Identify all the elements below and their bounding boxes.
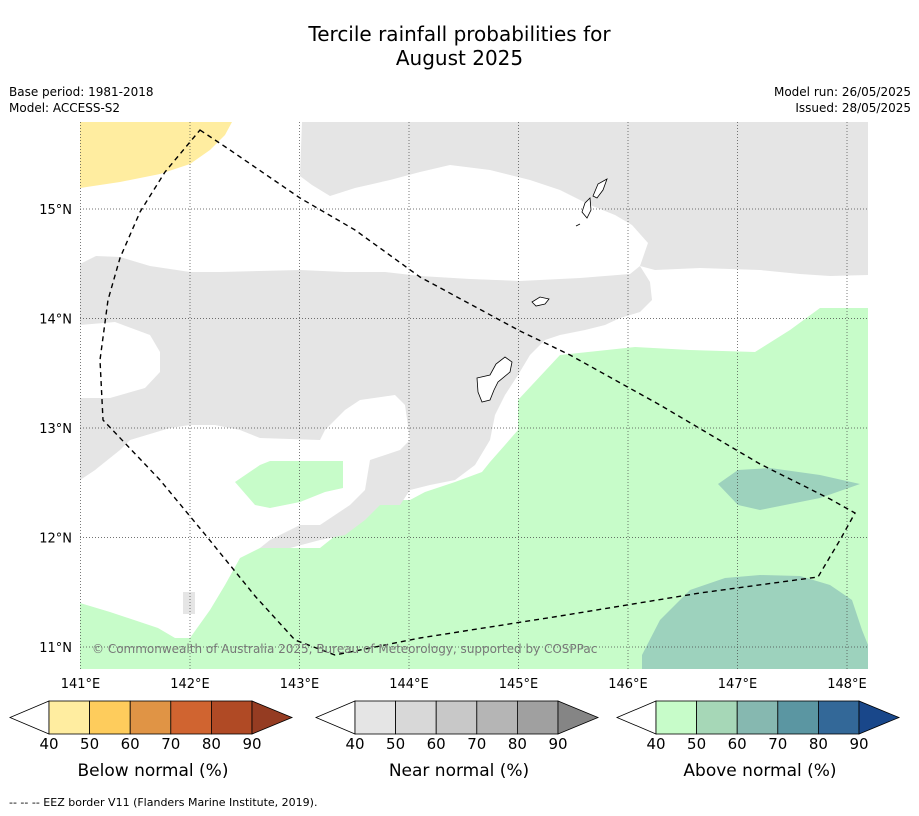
colorbar-segment	[210, 700, 253, 735]
longitude-label: 143°E	[280, 677, 320, 692]
longitude-label: 145°E	[499, 677, 539, 692]
longitude-label: 148°E	[827, 677, 867, 692]
above-normal-60-region-east	[718, 468, 860, 510]
colorbar-tick-label: 40	[345, 735, 365, 753]
map-area: © Commonwealth of Australia 2025, Bureau…	[80, 122, 868, 669]
latitude-labels: 15°N 14°N 13°N 12°N 11°N	[39, 203, 72, 656]
below-normal-region	[80, 122, 232, 188]
colorbar-segment	[89, 700, 131, 735]
longitude-label: 142°E	[170, 677, 210, 692]
near-normal-label: Near normal (%)	[388, 761, 530, 781]
island-rota	[531, 296, 550, 307]
colorbar-extend-high	[557, 700, 600, 735]
colorbar-tick-label: 50	[80, 735, 100, 753]
colorbar-tick-label: 40	[39, 735, 59, 753]
colorbar-tick-label: 40	[646, 735, 666, 753]
meta-right: Model run: 26/05/2025 Issued: 28/05/2025	[774, 84, 911, 116]
latitude-label: 12°N	[39, 532, 72, 547]
colorbar-extend-low	[314, 700, 356, 735]
colorbar-tick-label: 90	[548, 735, 568, 753]
near-normal-west-hole	[80, 322, 160, 398]
latitude-label: 15°N	[39, 203, 72, 218]
near-normal-colorbar	[314, 700, 600, 735]
longitude-label: 144°E	[389, 677, 429, 692]
colorbar-tick-label: 60	[120, 735, 140, 753]
model-name: Model: ACCESS-S2	[9, 101, 121, 115]
colorbar-segment	[516, 700, 559, 735]
colorbar-extend-low	[8, 700, 50, 735]
colorbar-tick-label: 60	[426, 735, 446, 753]
title-line-1: Tercile rainfall probabilities for	[308, 22, 611, 46]
near-normal-west-edge	[80, 398, 140, 480]
colorbar-tick-label: 60	[727, 735, 747, 753]
longitude-labels: 141°E 142°E 143°E 144°E 145°E 146°E 147°E 148°E	[61, 677, 867, 692]
meta-left: Base period: 1981-2018 Model: ACCESS-S2	[9, 84, 154, 116]
colorbar-tick-label: 70	[161, 735, 181, 753]
longitude-label: 141°E	[61, 677, 101, 692]
above-normal-60-region-south	[642, 575, 868, 669]
above-normal-50-region	[80, 308, 868, 669]
map-figure: © Commonwealth of Australia 2025, Bureau…	[39, 122, 868, 692]
eez-border	[99, 129, 856, 656]
above-normal-colorbar	[615, 700, 901, 735]
base-period: Base period: 1981-2018	[9, 85, 154, 99]
near-normal-north-region	[300, 122, 868, 276]
latitude-label: 14°N	[39, 313, 72, 328]
colorbar-segment	[777, 700, 819, 735]
latitude-label: 13°N	[39, 422, 72, 437]
colorbar-extend-high	[251, 700, 294, 735]
colorbar-segment	[354, 700, 396, 735]
colorbar-segment	[736, 700, 779, 735]
eez-legend-note: -- -- -- EEZ border V11 (Flanders Marine…	[9, 796, 318, 809]
colorbar-segment	[395, 700, 437, 735]
model-run-date: Model run: 26/05/2025	[773, 85, 911, 99]
colorbar-tick-label: 80	[507, 735, 527, 753]
colorbar-segment	[476, 700, 518, 735]
island-tinian	[581, 197, 592, 219]
colorbar-segment	[696, 700, 738, 735]
below-normal-label: Below normal (%)	[77, 761, 229, 781]
above-normal-50-patch	[235, 461, 343, 508]
colorbar-segment	[170, 700, 212, 735]
islands	[476, 178, 608, 403]
colorbar-tick-label: 50	[386, 735, 406, 753]
colorbar-tick-label: 50	[687, 735, 707, 753]
colorbar-tick-label: 80	[201, 735, 221, 753]
near-normal-small-patch	[183, 592, 195, 614]
chart-title: Tercile rainfall probabilities for Augus…	[0, 22, 919, 70]
colorbar-extend-high	[858, 700, 901, 735]
colorbar-tick-label: 90	[849, 735, 869, 753]
colorbar-segment	[817, 700, 860, 735]
colorbar-extend-low	[615, 700, 657, 735]
island-aguijan	[575, 223, 581, 227]
island-guam	[476, 356, 513, 403]
graticule	[80, 122, 868, 669]
colorbar-tick-label: 90	[242, 735, 262, 753]
colorbar-tick-label: 80	[808, 735, 828, 753]
above-normal-label: Above normal (%)	[683, 761, 837, 781]
colorbar-tick-label: 70	[768, 735, 788, 753]
colorbar-segment	[655, 700, 697, 735]
colorbar-segment	[129, 700, 172, 735]
longitude-label: 147°E	[718, 677, 758, 692]
below-normal-colorbar	[8, 700, 294, 735]
longitude-label: 146°E	[608, 677, 648, 692]
latitude-label: 11°N	[39, 641, 72, 656]
island-saipan	[592, 178, 608, 199]
colorbar-segment	[48, 700, 90, 735]
issued-date: Issued: 28/05/2025	[795, 101, 911, 115]
colorbar-tick-label: 70	[467, 735, 487, 753]
colorbar-segment	[435, 700, 478, 735]
near-normal-central-region	[80, 256, 652, 548]
copyright-notice: © Commonwealth of Australia 2025, Bureau…	[92, 642, 597, 656]
title-line-2: August 2025	[395, 46, 524, 70]
